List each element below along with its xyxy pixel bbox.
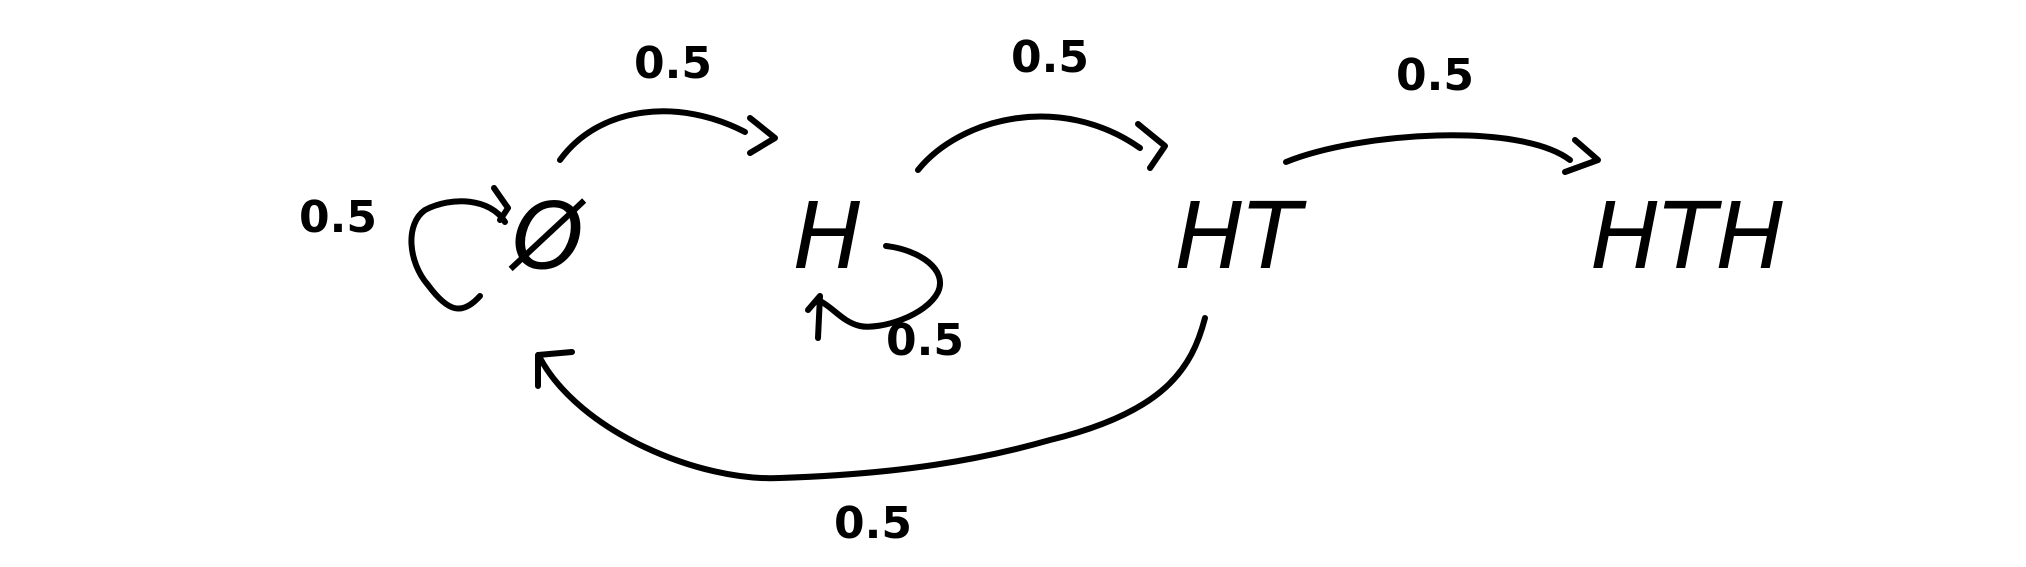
edge-ht-to-hth-prob: 0.5 [1396, 50, 1474, 101]
edge-h-to-ht-path [915, 113, 1143, 173]
state-hth-label: HTH [1591, 183, 1786, 290]
state-ht: HT [1175, 183, 1307, 290]
edge-empty-to-h-arrowhead [747, 115, 778, 156]
edge-empty-self-loop-arrowhead [491, 185, 511, 223]
state-ht-label: HT [1175, 183, 1307, 290]
edge-h-self-loop-prob: 0.5 [886, 315, 964, 366]
edge-ht-to-hth-path [1283, 132, 1573, 165]
state-empty-label: Ø [508, 183, 587, 290]
edge-empty-self-loop: 0.5 [299, 185, 511, 312]
edge-h-self-loop: 0.5 [805, 243, 964, 366]
edge-h-to-ht-arrowhead [1135, 121, 1168, 171]
edge-ht-to-empty-path [537, 315, 1208, 482]
edge-h-to-ht: 0.5 [915, 32, 1168, 173]
edge-h-self-loop-path [815, 243, 943, 330]
edge-empty-self-loop-prob: 0.5 [299, 192, 377, 243]
state-empty: Ø [508, 183, 587, 290]
edge-ht-to-empty: 0.5 [535, 315, 1208, 549]
edge-ht-to-empty-arrowhead [535, 349, 575, 389]
edge-h-to-ht-prob: 0.5 [1011, 32, 1089, 83]
edge-empty-to-h-path [557, 108, 748, 163]
edge-empty-self-loop-path [408, 198, 508, 312]
edge-ht-to-hth: 0.5 [1283, 50, 1601, 175]
edge-h-self-loop-arrowhead [805, 293, 823, 341]
state-h-label: H [793, 183, 862, 290]
state-hth: HTH [1591, 183, 1786, 290]
edge-empty-to-h-prob: 0.5 [634, 38, 712, 89]
edge-ht-to-hth-arrowhead [1562, 137, 1601, 175]
state-h: H [793, 183, 862, 290]
edge-ht-to-empty-prob: 0.5 [834, 498, 912, 549]
edge-empty-to-h: 0.5 [557, 38, 778, 163]
